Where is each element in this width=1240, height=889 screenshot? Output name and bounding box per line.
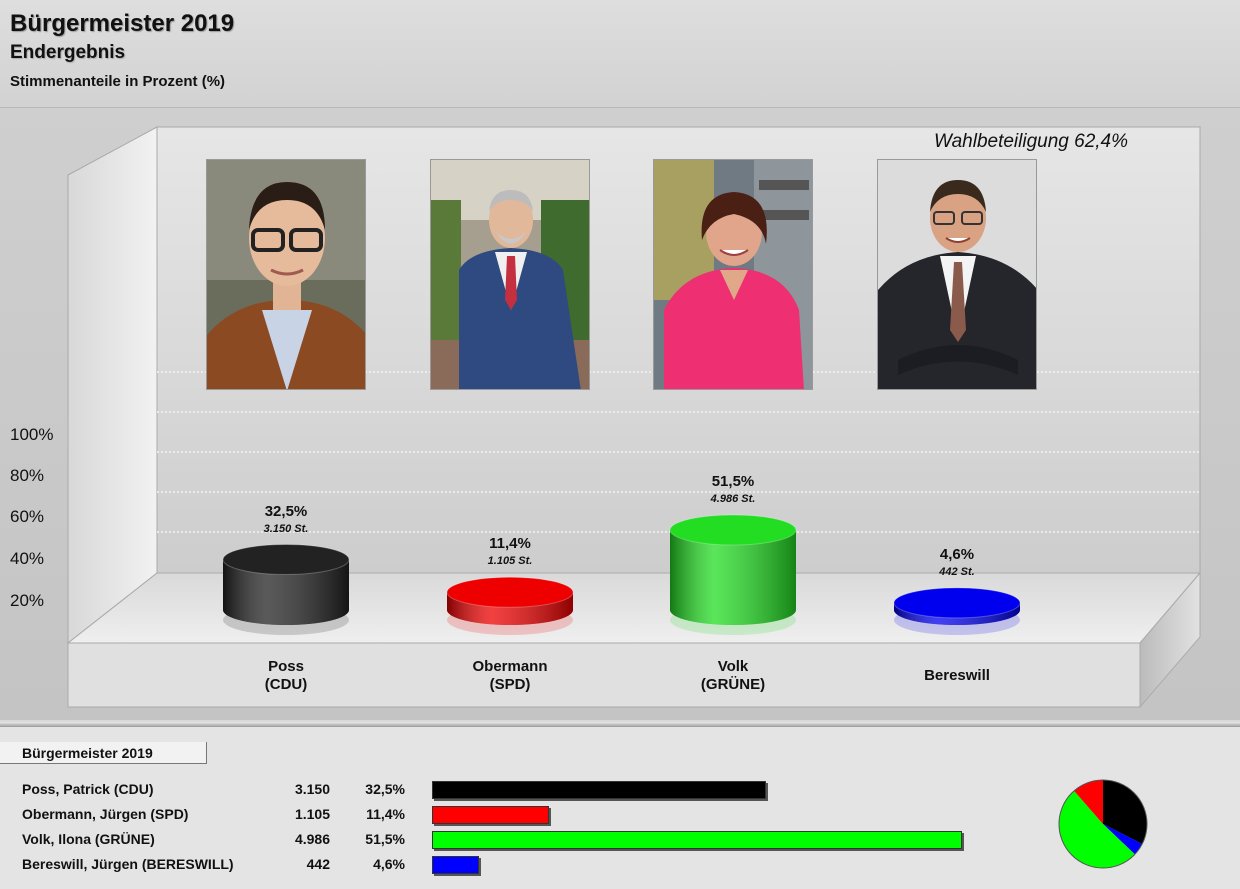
candidate-photo-poss	[206, 159, 366, 390]
category-label-line2: (CDU)	[264, 676, 308, 693]
value-label-volk: 51,5%	[711, 473, 755, 490]
value-label-bereswill: 4,6%	[939, 545, 975, 563]
pie-slice	[1074, 780, 1103, 824]
page-title: Bürgermeister 2019	[10, 10, 235, 37]
bar	[222, 544, 350, 635]
pie-slice	[1059, 790, 1135, 868]
row-bar	[432, 781, 767, 799]
category-label-volk: Volk (GRÜNE)	[653, 658, 813, 694]
tab-buergermeister[interactable]: Bürgermeister 2019	[0, 742, 207, 764]
category-label-line1: Volk	[717, 658, 749, 675]
row-name: Obermann, Jürgen (SPD)	[22, 806, 189, 822]
y-tick-label: 20%	[10, 591, 45, 610]
y-tick-label: 80%	[10, 466, 45, 485]
row-votes: 1.105	[294, 806, 330, 822]
candidate-photo-obermann	[430, 159, 590, 390]
row-name: Bereswill, Jürgen (BERESWILL)	[22, 856, 234, 872]
section-divider	[0, 722, 1240, 727]
category-label-line1: Poss	[268, 658, 304, 675]
row-votes: 4.986	[294, 831, 330, 847]
row-percent: 51,5%	[365, 831, 405, 847]
candidate-photo-bereswill	[877, 159, 1037, 390]
results-table: Bürgermeister 2019 Poss, Patrick (CDU) 3…	[0, 727, 1240, 889]
chart-caption: Stimmenanteile in Prozent (%)	[10, 73, 226, 90]
row-name: Volk, Ilona (GRÜNE)	[22, 831, 155, 847]
row-bar	[432, 806, 550, 824]
category-label-line1: Obermann	[472, 658, 548, 675]
y-tick-label: 40%	[10, 549, 45, 568]
row-name: Poss, Patrick (CDU)	[22, 781, 154, 797]
category-label-obermann: Obermann (SPD)	[430, 658, 590, 694]
row-bar	[432, 856, 480, 874]
pie-slice	[1103, 780, 1147, 844]
pie-chart	[1058, 779, 1148, 869]
category-label-line1: Bereswill	[924, 667, 990, 684]
vote-label-volk: 4.986 St.	[710, 493, 756, 505]
category-label-poss: Poss (CDU)	[206, 658, 366, 694]
page-subtitle: Endergebnis	[10, 42, 126, 63]
row-votes: 3.150	[294, 781, 330, 797]
y-tick-label: 60%	[10, 507, 45, 526]
value-label-poss: 32,5%	[264, 502, 308, 520]
row-bar	[432, 831, 962, 849]
header: Bürgermeister 2019 Endergebnis Stimmenan…	[0, 0, 1240, 108]
row-percent: 11,4%	[366, 806, 405, 822]
category-label-line2: (GRÜNE)	[700, 676, 766, 693]
bar	[669, 514, 797, 635]
pie-slice	[1103, 824, 1143, 855]
category-label-line2: (SPD)	[489, 676, 531, 693]
candidate-photo-volk	[653, 159, 813, 390]
row-votes: 442	[306, 856, 330, 872]
vote-label-bereswill: 442 St.	[939, 565, 975, 578]
vote-label-obermann: 1.105 St.	[487, 555, 533, 568]
chart-3d-frame	[66, 126, 1202, 709]
row-percent: 4,6%	[373, 856, 405, 872]
row-percent: 32,5%	[365, 781, 405, 797]
y-tick-label: 100%	[10, 425, 54, 444]
bar	[893, 587, 1021, 635]
bar	[446, 576, 574, 635]
turnout-label: Wahlbeteiligung 62,4%	[934, 131, 1129, 152]
vote-label-poss: 3.150 St.	[263, 522, 309, 535]
value-label-obermann: 11,4%	[489, 535, 531, 553]
category-label-bereswill: Bereswill	[877, 667, 1037, 685]
bars	[222, 514, 1021, 635]
